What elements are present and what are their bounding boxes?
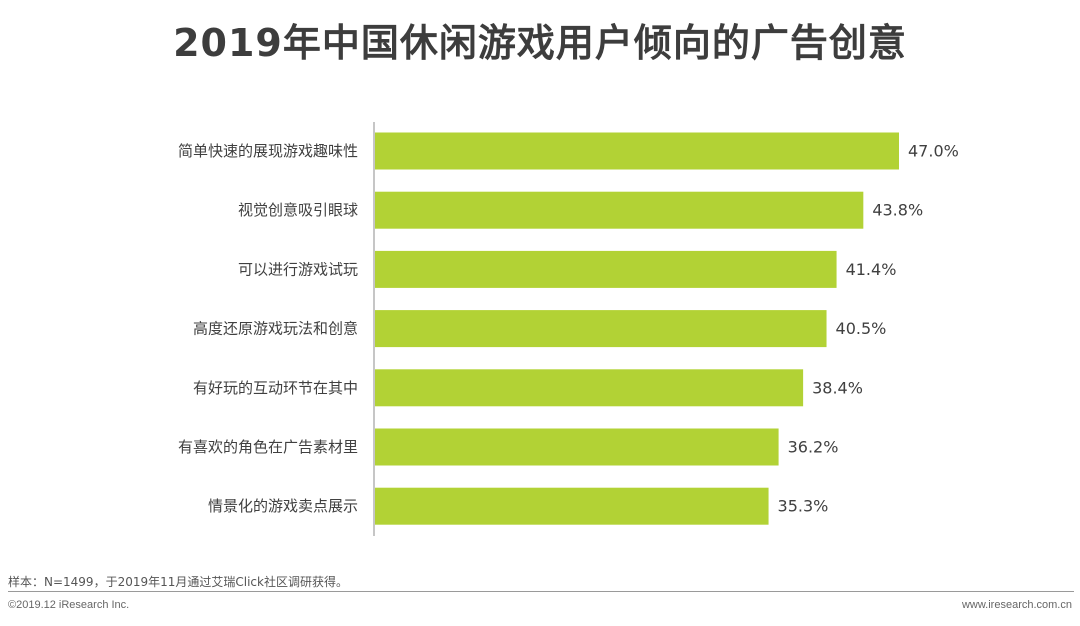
website-link[interactable]: www.iresearch.com.cn <box>961 599 1072 611</box>
value-label: 43.8% <box>872 201 923 220</box>
category-label: 高度还原游戏玩法和创意 <box>193 320 358 338</box>
value-label: 41.4% <box>846 260 897 279</box>
bar-chart: 简单快速的展现游戏趣味性 47.0% 视觉创意吸引眼球 43.8% 可以进行游戏试玩 41… <box>178 122 959 536</box>
bar <box>375 310 827 348</box>
bar <box>375 250 837 288</box>
footer-divider <box>8 591 1074 592</box>
sample-note: 样本：N=1499，于2019年11月通过艾瑞Click社区调研获得。 <box>8 575 348 589</box>
value-label: 40.5% <box>836 319 887 338</box>
category-label: 视觉创意吸引眼球 <box>238 201 358 219</box>
category-label: 有好玩的互动环节在其中 <box>193 379 358 397</box>
bar <box>375 487 769 525</box>
category-label: 简单快速的展现游戏趣味性 <box>178 142 358 160</box>
value-label: 36.2% <box>788 438 839 457</box>
category-label: 可以进行游戏试玩 <box>238 260 358 278</box>
category-label: 有喜欢的角色在广告素材里 <box>178 438 358 456</box>
chart-title: 2019年中国休闲游戏用户倾向的广告创意 <box>173 21 907 65</box>
copyright-text: ©2019.12 iResearch Inc. <box>8 599 130 611</box>
bar <box>375 428 779 466</box>
bar <box>375 369 804 407</box>
value-label: 47.0% <box>908 142 959 161</box>
value-label: 35.3% <box>778 497 829 516</box>
bar <box>375 191 864 229</box>
bar <box>375 132 899 170</box>
value-label: 38.4% <box>812 378 863 397</box>
category-label: 情景化的游戏卖点展示 <box>208 497 358 515</box>
